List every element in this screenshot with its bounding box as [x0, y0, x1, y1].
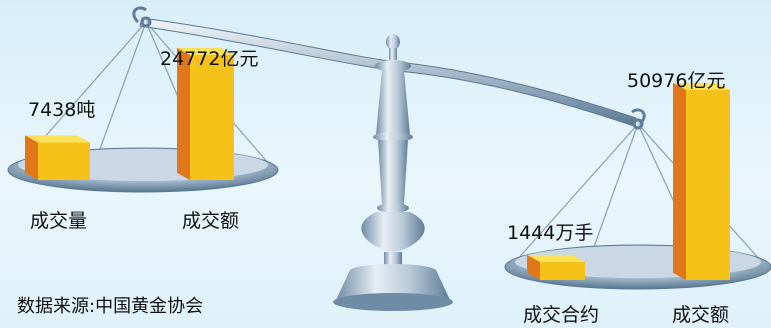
- bar-side-face: [527, 254, 540, 280]
- bar: [38, 142, 90, 180]
- bar-side-face: [673, 82, 686, 280]
- source-note: 数据来源:中国黄金协会: [17, 296, 204, 317]
- bar-value-label: 24772亿元: [160, 48, 259, 70]
- bar-value-label: 50976亿元: [627, 70, 726, 92]
- left-hook: [132, 6, 152, 28]
- bar-top-face: [25, 135, 90, 143]
- category-label: 成交额: [672, 304, 730, 326]
- bar-top-face: [527, 254, 585, 262]
- right-hook: [631, 108, 646, 130]
- category-label: 成交合约: [523, 304, 600, 326]
- bar-side-face: [177, 47, 190, 180]
- category-label: 成交量: [30, 210, 88, 232]
- left-bars: [25, 47, 234, 180]
- bar: [190, 55, 234, 180]
- scale-pillar: [333, 34, 453, 311]
- bar-top-face: [673, 82, 730, 90]
- bar-top-face: [177, 47, 234, 55]
- bar: [686, 90, 730, 280]
- bar-value-label: 7438吨: [28, 99, 96, 121]
- category-label: 成交额: [182, 210, 240, 232]
- bar-value-label: 1444万手: [507, 222, 594, 244]
- bar: [540, 262, 585, 280]
- right-bars: [527, 82, 730, 280]
- bar-side-face: [25, 135, 38, 180]
